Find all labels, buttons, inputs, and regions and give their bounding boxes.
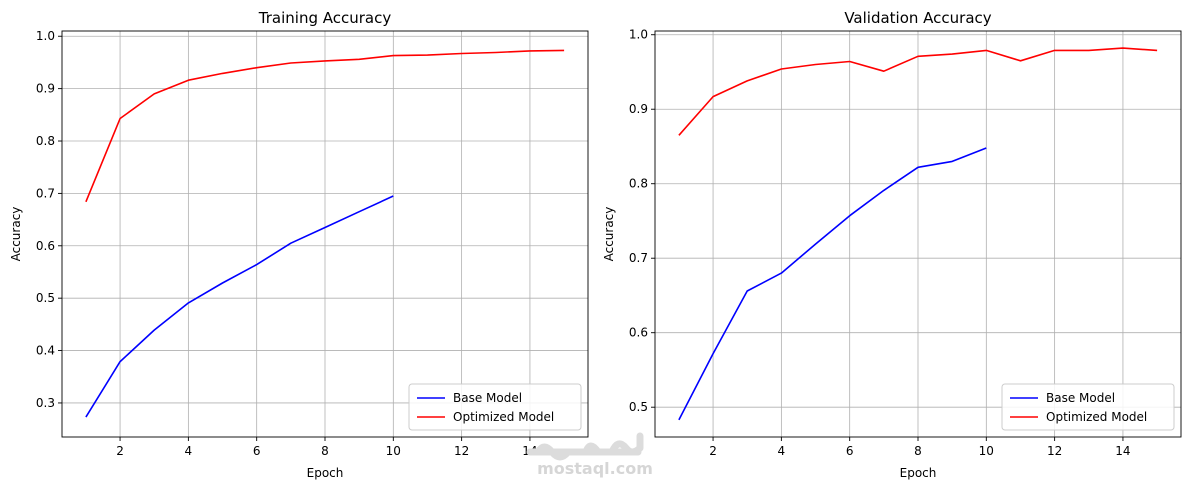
y-tick-label: 0.8 — [36, 134, 55, 148]
y-tick-label: 0.8 — [629, 177, 648, 191]
legend-entry-label: Optimized Model — [1046, 410, 1147, 424]
x-tick-label: 12 — [1047, 444, 1062, 458]
watermark-url: mostaql.com — [537, 459, 653, 478]
chart-panel-2: 2 4 6 8 10 12 14 0.5 0.6 0.7 0.8 0.9 1.0 Validation A… — [602, 9, 1182, 480]
chart-title: Training Accuracy — [258, 9, 392, 27]
y-tick-label: 1.0 — [36, 29, 55, 43]
y-tick-label: 0.4 — [36, 344, 55, 358]
legend-box — [408, 383, 582, 431]
x-axis-label: Epoch — [307, 466, 344, 480]
legend: Base Model Optimized Model — [1001, 383, 1175, 431]
watermark-logo-icon: mostaql.com — [526, 432, 653, 478]
x-tick-label: 8 — [914, 444, 922, 458]
y-tick-label: 0.3 — [36, 396, 55, 410]
x-tick-label: 10 — [386, 444, 401, 458]
y-tick-label: 0.7 — [629, 251, 648, 265]
series-line-optimized-model — [85, 49, 565, 203]
y-axis-label: Accuracy — [602, 207, 616, 262]
x-tick-label: 14 — [1115, 444, 1130, 458]
x-tick-label: 12 — [454, 444, 469, 458]
y-tick-label: 1.0 — [629, 28, 648, 42]
y-tick-label: 0.5 — [36, 291, 55, 305]
series-line-base-model — [85, 195, 394, 418]
chart-panel-1: 2 4 6 8 10 12 140.30.40.50.60.70.80.91.0Traini… — [9, 9, 589, 480]
y-tick-label: 0.9 — [36, 82, 55, 96]
x-tick-label: 6 — [846, 444, 854, 458]
y-tick-label: 0.6 — [629, 326, 648, 340]
watermark: mostaql.com — [520, 418, 670, 482]
legend: Base Model Optimized Model — [408, 383, 582, 431]
x-tick-label: 8 — [321, 444, 329, 458]
y-tick-label: 0.9 — [629, 102, 648, 116]
series-line-base-model — [678, 147, 987, 421]
legend-entry-label: Base Model — [1046, 391, 1115, 405]
legend-entry-label: Optimized Model — [453, 410, 554, 424]
x-tick-label: 4 — [185, 444, 193, 458]
chart-title: Validation Accuracy — [844, 9, 991, 27]
x-tick-label: 2 — [709, 444, 717, 458]
x-axis-label: Epoch — [900, 466, 937, 480]
y-tick-label: 0.6 — [36, 239, 55, 253]
x-tick-label: 10 — [979, 444, 994, 458]
y-tick-label: 0.5 — [629, 400, 648, 414]
series-line-optimized-model — [678, 47, 1158, 136]
y-tick-label: 0.7 — [36, 186, 55, 200]
x-tick-label: 2 — [116, 444, 124, 458]
legend-box — [1001, 383, 1175, 431]
legend-entry-label: Base Model — [453, 391, 522, 405]
x-tick-label: 4 — [778, 444, 786, 458]
y-axis-label: Accuracy — [9, 207, 23, 262]
x-tick-label: 6 — [253, 444, 261, 458]
